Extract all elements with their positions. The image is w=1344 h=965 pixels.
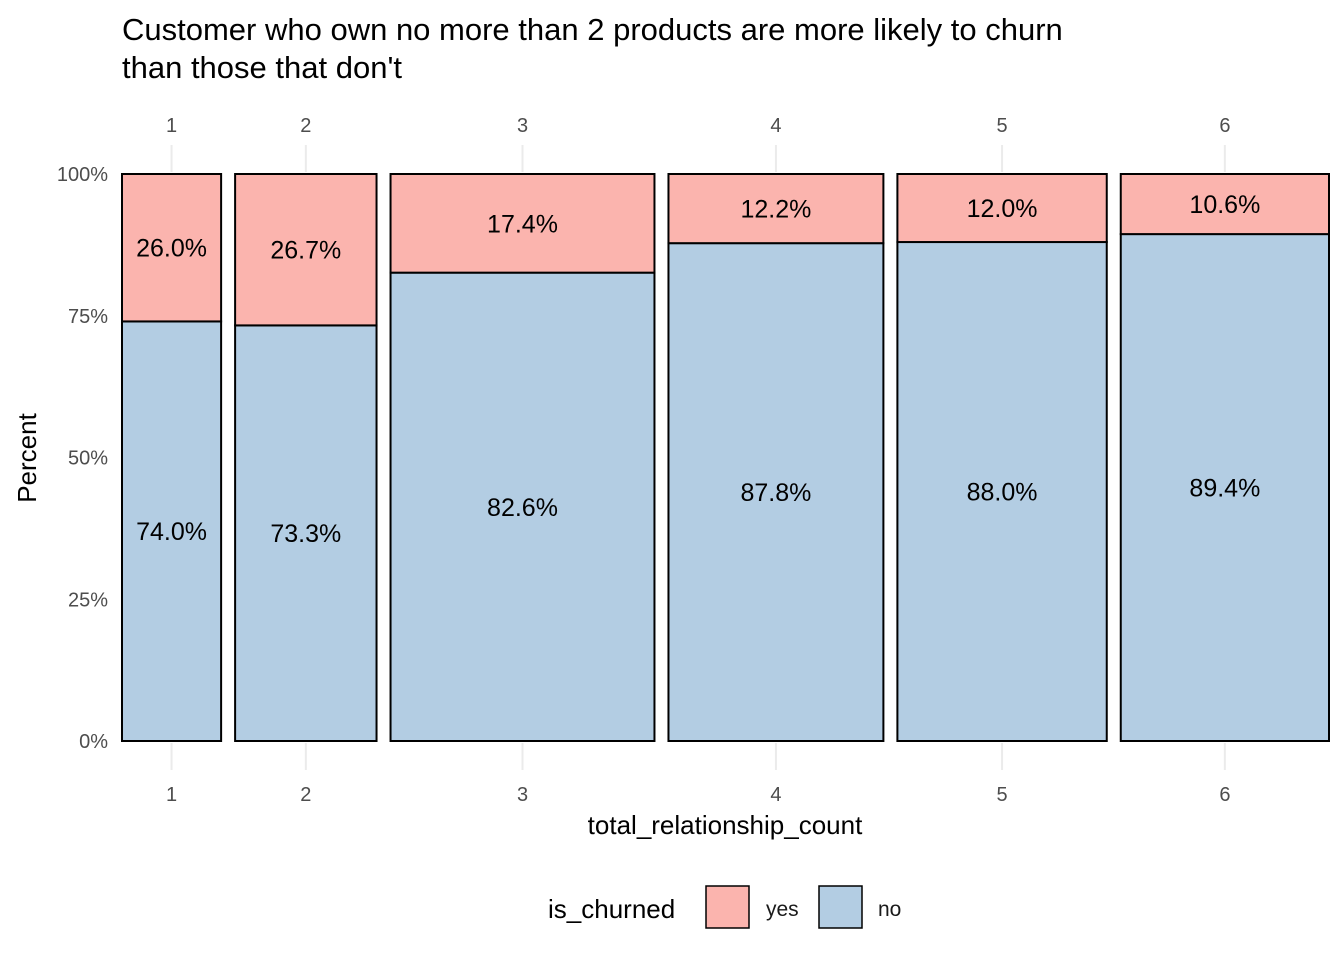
top-axis-label-1: 1 (166, 115, 177, 137)
bar-label-no-6: 89.4% (1189, 475, 1260, 503)
bar-no-2 (234, 324, 378, 742)
bar-label-no-5: 88.0% (967, 479, 1038, 507)
legend: is_churned yes no (548, 885, 901, 929)
bar-label-no-4: 87.8% (740, 479, 811, 507)
bar-label-yes-2: 26.7% (270, 237, 341, 265)
bar-no-1 (121, 320, 223, 742)
y-tick-label-3: 75% (68, 306, 108, 328)
legend-key-no (818, 885, 863, 929)
y-tick-label-4: 100% (57, 164, 108, 186)
x-tick-label-2: 2 (300, 784, 311, 806)
bar-label-yes-5: 12.0% (967, 195, 1038, 223)
chart-title-line-2: than those that don't (122, 50, 402, 85)
y-tick-label-2: 50% (68, 448, 108, 470)
legend-label-no: no (878, 898, 901, 921)
bar-no-6 (1119, 233, 1330, 743)
bar-label-no-2: 73.3% (270, 520, 341, 548)
bar-yes-1 (121, 173, 223, 323)
top-axis-label-6: 6 (1219, 115, 1230, 137)
bar-yes-6 (1119, 173, 1330, 236)
bar-yes-5 (896, 173, 1108, 244)
top-axis-label-3: 3 (517, 115, 528, 137)
legend-label-yes: yes (766, 898, 799, 921)
y-tick-label-0: 0% (79, 731, 108, 753)
top-axis-label-4: 4 (770, 115, 781, 137)
legend-title: is_churned (548, 894, 675, 924)
x-tick-label-5: 5 (997, 784, 1008, 806)
bar-label-yes-6: 10.6% (1189, 191, 1260, 219)
x-axis-title: total_relationship_count (588, 810, 863, 840)
bar-label-yes-4: 12.2% (740, 196, 811, 224)
top-axis-label-5: 5 (997, 115, 1008, 137)
top-axis-label-2: 2 (300, 115, 311, 137)
bar-label-yes-3: 17.4% (487, 210, 558, 238)
y-axis-title: Percent (12, 412, 42, 502)
bar-yes-4 (667, 173, 885, 245)
bar-label-no-3: 82.6% (487, 494, 558, 522)
bar-yes-3 (389, 173, 656, 274)
x-tick-label-3: 3 (517, 784, 528, 806)
chart-title-line-1: Customer who own no more than 2 products… (122, 12, 1063, 47)
plot-area: 0% 25% 50% 75% 100% 74.0% 26.0% 1 1 73.3% 26.7% 2 2 8… (57, 115, 1330, 806)
x-tick-label-6: 6 (1219, 784, 1230, 806)
bar-label-no-1: 74.0% (136, 518, 207, 546)
x-tick-label-1: 1 (166, 784, 177, 806)
bar-yes-2 (234, 173, 378, 327)
bar-no-5 (896, 241, 1108, 742)
y-tick-label-1: 25% (68, 589, 108, 611)
bar-label-yes-1: 26.0% (136, 235, 207, 263)
bar-no-3 (389, 271, 656, 742)
x-tick-label-4: 4 (770, 784, 781, 806)
legend-key-yes (705, 885, 750, 929)
